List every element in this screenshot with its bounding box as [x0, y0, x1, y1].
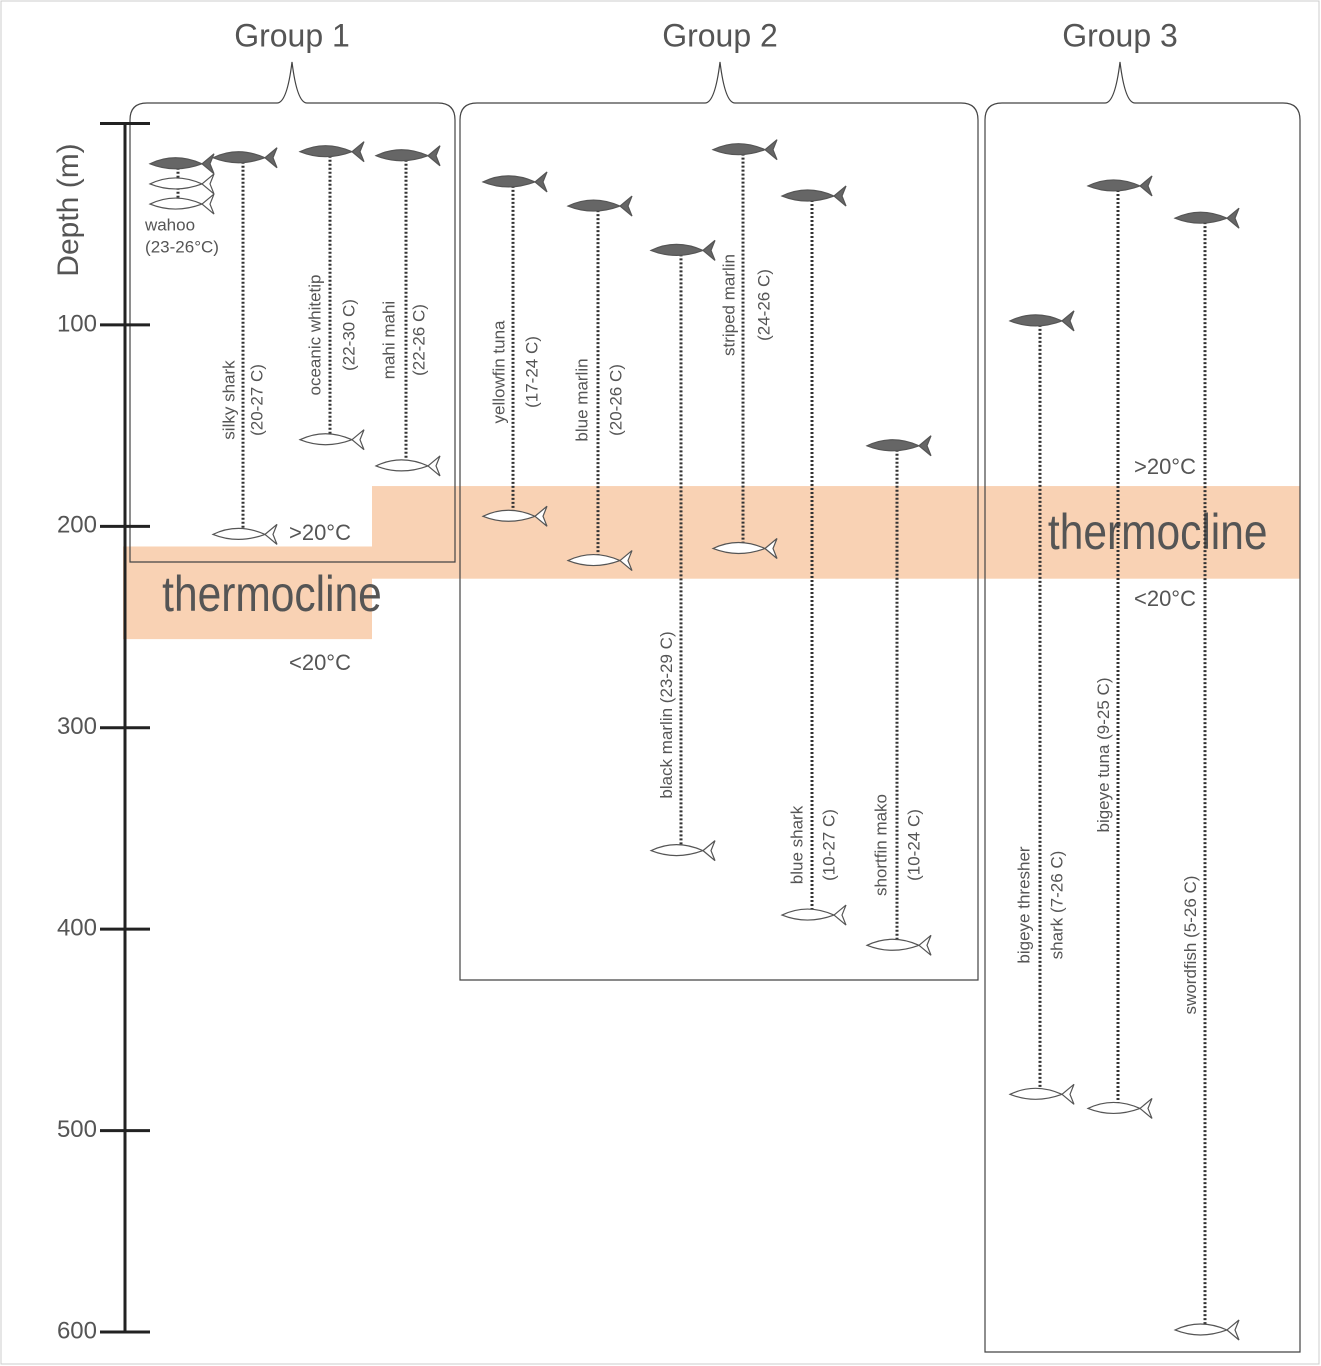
species-name: swordfish	[1181, 943, 1200, 1015]
temp-label: >20°C	[1134, 454, 1196, 479]
species-temp: (10-24 C)	[904, 809, 923, 881]
species-name: yellowfin tuna	[489, 320, 508, 424]
species-name: blue shark	[787, 805, 806, 884]
thermocline-band	[372, 486, 1300, 579]
species-temp: (17-24 C)	[522, 336, 541, 408]
species-temp: (9-25 C)	[1094, 678, 1113, 745]
fish-icon	[148, 173, 215, 195]
temp-label: <20°C	[1134, 586, 1196, 611]
fish-icon	[374, 455, 441, 477]
fish-icon	[865, 435, 932, 457]
species-name: silky shark	[219, 360, 238, 440]
fish-icon	[481, 505, 548, 527]
fish-icon	[649, 840, 716, 862]
species-name: striped marlin	[719, 254, 738, 356]
fish-icon	[566, 195, 633, 217]
species-label: bigeye tuna (9-25 C)	[1094, 678, 1113, 833]
fish-icon	[1086, 1097, 1153, 1119]
fish-icon	[148, 193, 215, 215]
thermocline-label: thermocline	[162, 566, 382, 622]
fish-icon	[1008, 310, 1075, 332]
fish-icon	[566, 550, 633, 572]
fish-icon	[1173, 1319, 1240, 1341]
fish-icon	[1086, 175, 1153, 197]
fish-icon	[865, 934, 932, 956]
fish-icon	[649, 239, 716, 261]
group-title: Group 1	[234, 17, 350, 53]
species-temp: (23-29 C)	[657, 631, 676, 708]
species-name: black marlin	[657, 708, 676, 799]
y-tick-label: 400	[57, 915, 97, 942]
species-temp: (20-26 C)	[606, 364, 625, 436]
fish-icon	[211, 147, 278, 169]
species-name: blue marlin	[572, 358, 591, 441]
species-label: black marlin (23-29 C)	[657, 631, 676, 798]
fish-icon	[780, 904, 847, 926]
group-box	[459, 61, 979, 981]
species-temp: (20-27 C)	[247, 364, 266, 436]
thermocline-label: thermocline	[1048, 504, 1268, 560]
fish-icon	[374, 145, 441, 167]
species-temp: (23-26°C)	[145, 237, 219, 256]
species-name: oceanic whitetip	[305, 275, 324, 396]
temp-label: >20°C	[289, 520, 351, 545]
species-temp: shark (7-26 C)	[1047, 851, 1066, 960]
species-temp: (24-26 C)	[754, 269, 773, 341]
species-name: bigeye thresher	[1014, 846, 1033, 964]
fish-icon	[298, 141, 365, 163]
species-name: shortfin mako	[871, 794, 890, 896]
species-temp: (22-30 C)	[339, 299, 358, 371]
species-name: wahoo	[144, 215, 195, 234]
y-tick-label: 500	[57, 1116, 97, 1143]
group-title: Group 3	[1062, 17, 1178, 53]
temp-label: <20°C	[289, 650, 351, 675]
fish-icon	[711, 139, 778, 161]
y-tick-label: 300	[57, 713, 97, 740]
species-name: mahi mahi	[379, 301, 398, 379]
group-title: Group 2	[662, 17, 778, 53]
group-box	[129, 61, 456, 563]
fish-icon	[298, 429, 365, 451]
y-axis-label: Depth (m)	[52, 143, 85, 276]
species-label: swordfish (5-26 C)	[1181, 876, 1200, 1015]
fish-icon	[481, 171, 548, 193]
fish-icon	[780, 185, 847, 207]
species-name: bigeye tuna	[1094, 744, 1113, 832]
y-tick-label: 100	[57, 310, 97, 337]
y-tick-label: 600	[57, 1317, 97, 1344]
fish-icon	[148, 153, 215, 175]
species-temp: (5-26 C)	[1181, 876, 1200, 943]
y-tick-label: 200	[57, 512, 97, 539]
group-box	[984, 61, 1301, 1353]
fish-icon	[1173, 207, 1240, 229]
fish-icon	[211, 523, 278, 545]
fish-icon	[1008, 1083, 1075, 1105]
species-temp: (10-27 C)	[819, 809, 838, 881]
species-temp: (22-26 C)	[409, 304, 428, 376]
fish-icon	[711, 538, 778, 559]
